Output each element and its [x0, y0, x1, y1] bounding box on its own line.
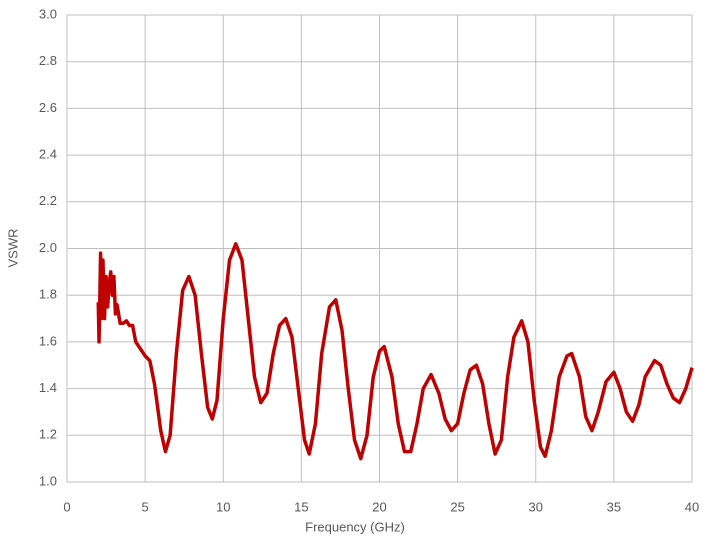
- plot-border: [66, 14, 693, 483]
- y-tick-label: 2.2: [39, 193, 57, 208]
- data-line: [96, 242, 694, 461]
- x-tick-label: 0: [63, 499, 70, 514]
- x-tick-label: 25: [450, 499, 464, 514]
- y-tick-label: 1.8: [39, 287, 57, 302]
- x-tick-label: 15: [294, 499, 308, 514]
- x-axis-label: Frequency (GHz): [305, 519, 405, 534]
- x-tick-label: 5: [142, 499, 149, 514]
- y-tick-label: 1.0: [39, 473, 57, 488]
- x-tick-label: 10: [216, 499, 230, 514]
- y-tick-label: 2.8: [39, 53, 57, 68]
- x-tick-label: 20: [372, 499, 386, 514]
- y-tick-label: 1.2: [39, 427, 57, 442]
- y-tick-label: 3.0: [39, 6, 57, 21]
- x-tick-label: 30: [529, 499, 543, 514]
- y-axis-label: VSWR: [5, 229, 20, 268]
- y-tick-label: 1.6: [39, 333, 57, 348]
- y-tick-label: 1.4: [39, 380, 57, 395]
- x-tick-label: 35: [607, 499, 621, 514]
- y-tick-label: 2.0: [39, 240, 57, 255]
- x-tick-label: 40: [685, 499, 699, 514]
- y-tick-label: 2.4: [39, 147, 57, 162]
- y-tick-label: 2.6: [39, 100, 57, 115]
